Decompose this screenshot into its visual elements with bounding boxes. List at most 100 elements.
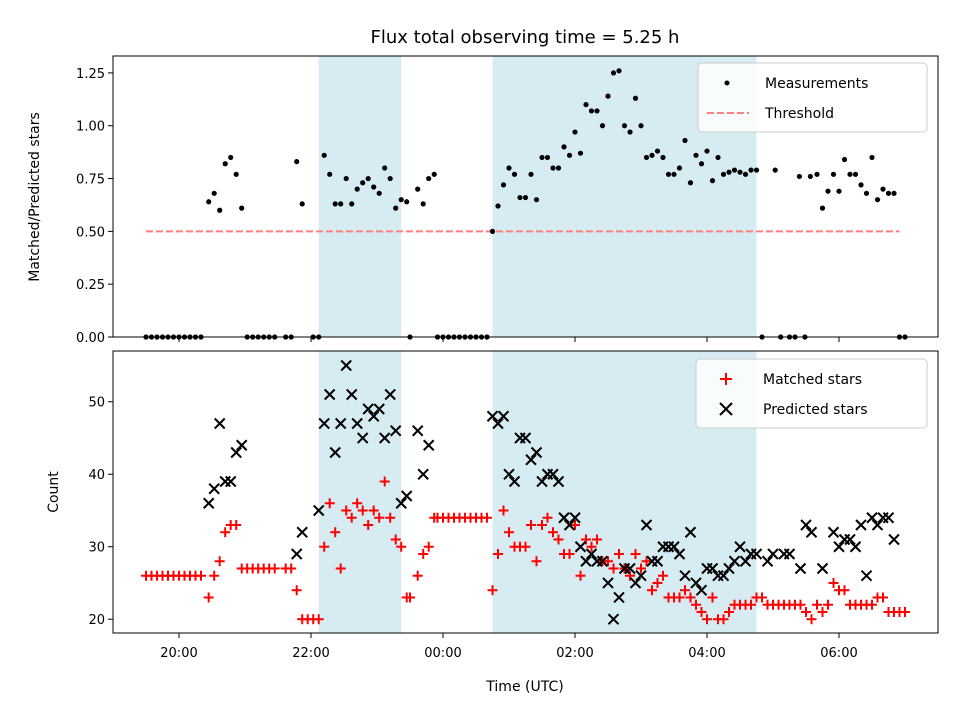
predicted-star-point bbox=[783, 548, 796, 560]
predicted-star-point bbox=[318, 417, 330, 430]
predicted-star-stroke-b bbox=[800, 519, 812, 531]
measurement-point bbox=[393, 205, 399, 211]
measurement-point bbox=[360, 180, 366, 186]
matched-star-point bbox=[423, 541, 434, 552]
matched-star-point bbox=[630, 548, 641, 559]
measurement-point bbox=[528, 171, 534, 177]
predicted-star-stroke-b bbox=[767, 548, 779, 560]
predicted-star-stroke-b bbox=[580, 555, 592, 567]
predicted-star-point bbox=[235, 439, 248, 451]
matched-star-point bbox=[379, 476, 390, 487]
matched-star-point bbox=[823, 599, 833, 610]
measurement-point bbox=[387, 175, 393, 182]
matched-star-point bbox=[286, 563, 297, 574]
top-y-axis-label: Matched/Predicted stars bbox=[27, 112, 43, 282]
matched-legend-marker bbox=[720, 373, 732, 385]
predicted-star-point bbox=[492, 417, 504, 430]
predicted-star-stroke-b bbox=[651, 555, 664, 567]
predicted-star-stroke-b bbox=[373, 403, 385, 415]
predicted-star-stroke-b bbox=[690, 577, 702, 589]
matched-star-point bbox=[685, 592, 696, 603]
matched-star-point bbox=[363, 519, 374, 530]
measurement-point bbox=[327, 171, 333, 177]
matched-star-point bbox=[564, 548, 575, 559]
predicted-star-stroke-b bbox=[547, 468, 559, 480]
predicted-star-stroke-b bbox=[805, 526, 818, 538]
predicted-star-stroke-b bbox=[833, 541, 845, 553]
predicted-star-point bbox=[530, 446, 543, 459]
top-y-tick-label: 1.00 bbox=[76, 120, 105, 135]
measurement-point bbox=[737, 169, 743, 175]
predicted-star-stroke-b bbox=[530, 446, 543, 459]
predicted-star-point bbox=[882, 512, 895, 524]
measurement-point bbox=[594, 108, 600, 114]
predicted-star-stroke-b bbox=[783, 548, 796, 560]
measurement-point bbox=[431, 171, 437, 177]
predicted-star-point bbox=[213, 417, 226, 430]
matched-star-point bbox=[269, 563, 280, 574]
predicted-star-point bbox=[877, 512, 889, 524]
threshold-legend-label: Threshold bbox=[764, 106, 834, 122]
measurement-point bbox=[693, 152, 699, 158]
measurement-point bbox=[654, 148, 661, 154]
measurement-point bbox=[682, 137, 688, 144]
bottom-x-tick-label: 20:00 bbox=[160, 646, 197, 661]
matched-star-point bbox=[482, 512, 492, 523]
predicted-star-stroke-b bbox=[224, 475, 237, 488]
matched-star-point bbox=[603, 556, 613, 567]
matched-star-point bbox=[575, 570, 586, 581]
matched-star-point bbox=[795, 599, 806, 610]
matched-star-point bbox=[900, 606, 910, 617]
predicted-star-point bbox=[624, 562, 636, 575]
matched-star-point bbox=[330, 527, 341, 538]
predicted-star-stroke-b bbox=[569, 512, 581, 524]
measurement-point bbox=[228, 154, 234, 161]
predicted-star-point bbox=[417, 468, 429, 480]
bottom-y-ticks: 20 30 40 50 bbox=[88, 396, 113, 628]
bottom-shaded-intervals bbox=[318, 351, 757, 633]
predicted-star-stroke-b bbox=[563, 519, 576, 531]
top-axes-frame bbox=[112, 55, 939, 338]
matched-star-point bbox=[418, 548, 429, 559]
measurement-point bbox=[807, 173, 814, 180]
predicted-star-stroke-b bbox=[367, 410, 380, 422]
matched-star-point bbox=[867, 599, 877, 610]
predicted-star-point bbox=[739, 555, 752, 567]
predicted-star-stroke-b bbox=[508, 475, 521, 488]
bottom-x-tick-label: 06:00 bbox=[820, 646, 857, 661]
measurement-point bbox=[561, 144, 567, 150]
predicted-star-point bbox=[767, 548, 779, 560]
predicted-star-point bbox=[411, 425, 424, 437]
measurement-point bbox=[610, 70, 617, 76]
predicted-star-point bbox=[734, 541, 746, 553]
matched-star-point bbox=[658, 570, 668, 581]
predicted-star-point bbox=[323, 388, 336, 401]
matched-star-point bbox=[313, 614, 324, 625]
matched-star-point bbox=[878, 592, 888, 603]
matched-star-point bbox=[396, 541, 407, 552]
predicted-star-point bbox=[816, 562, 829, 575]
predicted-star-point bbox=[312, 504, 325, 517]
predicted-star-stroke-b bbox=[329, 446, 341, 459]
predicted-star-stroke-b bbox=[345, 388, 358, 401]
predicted-star-stroke-b bbox=[395, 497, 407, 509]
matched-legend-label: Matched stars bbox=[763, 372, 862, 388]
matched-star-point bbox=[696, 606, 707, 617]
bottom-x-ticks: 20:00 22:00 00:00 02:00 04:00 06:00 bbox=[160, 633, 858, 661]
matched-star-point bbox=[817, 606, 828, 617]
predicted-star-point bbox=[860, 570, 873, 582]
predicted-star-point bbox=[563, 519, 576, 531]
predicted-star-point bbox=[805, 526, 818, 538]
predicted-star-point bbox=[679, 570, 691, 582]
measurement-point bbox=[616, 68, 622, 74]
measurement-point bbox=[676, 165, 683, 171]
predicted-star-stroke-b bbox=[602, 577, 614, 589]
measurement-point bbox=[371, 184, 377, 190]
predicted-star-point bbox=[871, 519, 884, 531]
matched-star-point bbox=[498, 505, 509, 516]
measurement-point bbox=[742, 171, 749, 177]
predicted-star-stroke-b bbox=[536, 475, 548, 488]
predicted-star-point bbox=[569, 512, 581, 524]
top-y-tick-label: 0.75 bbox=[76, 173, 105, 188]
